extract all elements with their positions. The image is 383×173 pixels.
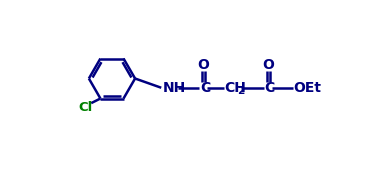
Text: C: C [264,81,275,95]
Text: O: O [262,58,274,72]
Text: CH: CH [224,81,246,95]
Text: O: O [198,58,210,72]
Text: Cl: Cl [78,101,92,114]
Text: 2: 2 [237,86,244,96]
Text: C: C [200,81,210,95]
Text: NH: NH [163,81,186,95]
Text: OEt: OEt [294,81,322,95]
